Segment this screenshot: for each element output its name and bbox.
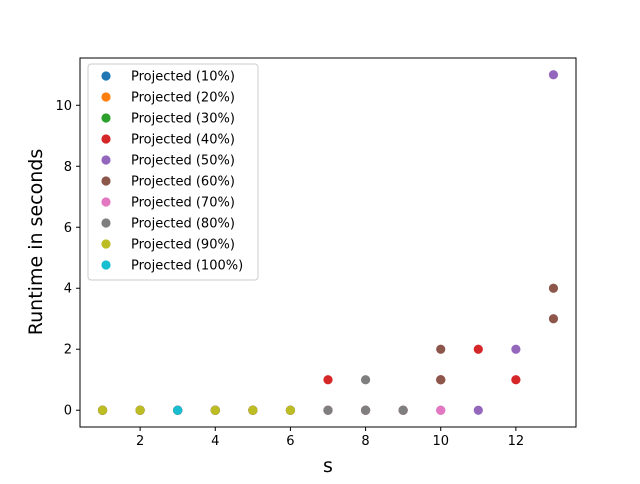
legend: Projected (10%) Projected (20%) Projected … [87,63,259,281]
data-point-s4-p12 [548,70,559,80]
y-axis-label: Runtime in seconds [25,149,47,335]
points-layer [97,70,559,415]
x-tick-label-1: 4 [211,434,219,449]
y-axis: 0 2 4 6 8 10 [55,99,80,419]
legend-label-2: Projected (30%) [131,112,235,127]
x-tick-label-4: 10 [432,434,449,449]
data-point-s7-p8 [360,405,371,415]
data-point-s4-p10 [473,405,483,415]
x-tick-label-3: 8 [361,434,369,449]
plot-frame [79,57,577,428]
data-point-s8-p1 [135,405,145,415]
legend-marker-2 [101,113,111,123]
y-tick-label-2: 4 [64,282,72,297]
data-point-s8-p2 [210,405,220,415]
x-axis: 2 4 6 8 10 12 [136,427,524,449]
data-point-s8-p3 [248,405,258,415]
y-tick-label-3: 6 [64,221,72,236]
legend-box [87,63,259,281]
data-point-s6-p9 [436,405,446,415]
legend-label-5: Projected (60%) [131,175,235,190]
data-point-s3-p6 [323,375,333,385]
legend-marker-1 [101,92,111,102]
legend-marker-7 [101,218,111,228]
x-tick-label-2: 6 [286,434,294,449]
legend-label-1: Projected (20%) [131,91,235,106]
legend-marker-4 [101,155,111,165]
y-tick-label-0: 0 [64,404,72,419]
data-point-s3-p10 [473,344,483,354]
data-point-s9-p0 [173,405,183,415]
data-point-s7-p6 [323,405,333,415]
legend-label-4: Projected (50%) [131,154,235,169]
legend-marker-6 [101,197,111,207]
legend-label-8: Projected (90%) [131,238,235,253]
x-axis-label: s [323,455,333,477]
legend-label-7: Projected (80%) [131,217,235,232]
x-tick-label-5: 12 [508,434,525,449]
data-point-s3-p11 [511,375,521,385]
legend-label-0: Projected (10%) [131,70,235,85]
data-point-s7-p9 [398,405,408,415]
legend-label-3: Projected (40%) [131,133,235,148]
y-tick-label-4: 8 [64,160,72,175]
y-tick-label-1: 2 [64,343,72,358]
legend-marker-5 [101,176,111,186]
data-point-s4-p11 [511,344,521,354]
legend-marker-3 [101,134,111,144]
data-point-s5-p12 [548,314,559,324]
data-point-s5-p9 [436,344,446,354]
data-point-s5-p11 [548,283,559,293]
data-point-s7-p7 [360,375,371,385]
legend-label-6: Projected (70%) [131,196,235,211]
data-point-s8-p4 [285,405,296,415]
legend-marker-9 [101,260,111,270]
y-tick-label-5: 10 [55,99,72,114]
data-point-s5-p10 [436,375,446,385]
legend-marker-8 [101,239,111,249]
data-point-s8-p0 [97,405,108,415]
x-tick-label-0: 2 [136,434,144,449]
legend-label-9: Projected (100%) [131,259,243,274]
legend-marker-0 [101,71,111,81]
